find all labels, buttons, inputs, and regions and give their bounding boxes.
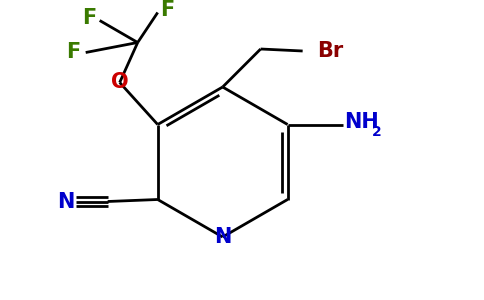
Text: NH: NH <box>345 112 379 133</box>
Text: N: N <box>214 227 231 247</box>
Text: F: F <box>83 8 97 28</box>
Text: Br: Br <box>317 41 343 61</box>
Text: 2: 2 <box>372 124 381 139</box>
Text: N: N <box>57 191 75 212</box>
Text: O: O <box>111 73 128 92</box>
Text: F: F <box>161 1 175 20</box>
Text: F: F <box>67 43 81 62</box>
